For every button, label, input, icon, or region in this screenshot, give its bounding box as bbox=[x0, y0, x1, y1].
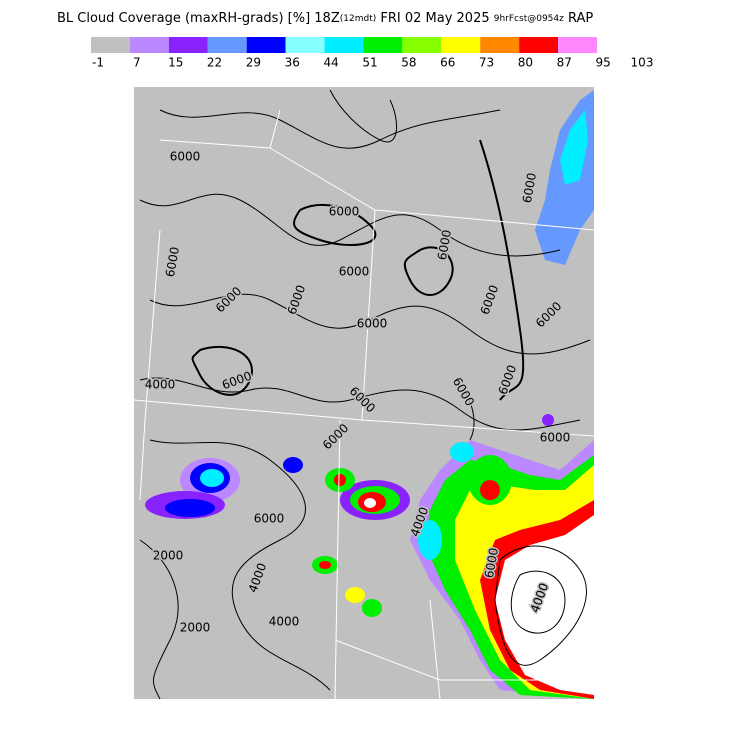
map: 6000 6000 6000 6000 6000 6000 6000 6000 6000 6000… bbox=[133, 87, 595, 700]
legend-swatch bbox=[285, 37, 325, 53]
legend-swatch bbox=[558, 37, 597, 53]
contour-label: 4000 bbox=[269, 615, 300, 629]
legend-swatch bbox=[402, 37, 442, 53]
contour-label: 6000 bbox=[254, 512, 285, 526]
legend-label: 22 bbox=[207, 56, 222, 70]
cloud-areas bbox=[145, 90, 594, 699]
title-part: 9hrFcst@0954z bbox=[494, 14, 564, 24]
contour-label: 6000 bbox=[482, 547, 501, 580]
title-part: BL Cloud Coverage (maxRH-grads) [%] 18Z bbox=[57, 11, 340, 26]
legend-label: 66 bbox=[440, 56, 455, 70]
legend-label: 87 bbox=[557, 56, 572, 70]
legend-label: 95 bbox=[596, 56, 611, 70]
contour-label: 6000 bbox=[435, 229, 454, 262]
title: BL Cloud Coverage (maxRH-grads) [%] 18Z(… bbox=[57, 11, 593, 26]
legend-label: -1 bbox=[92, 56, 104, 70]
legend-swatch bbox=[129, 37, 169, 53]
legend-label: 29 bbox=[246, 56, 261, 70]
legend-swatch bbox=[363, 37, 403, 53]
legend-swatch bbox=[480, 37, 520, 53]
contour-label: 6000 bbox=[170, 150, 201, 164]
contour-label: 6000 bbox=[357, 317, 388, 331]
contour-label: 2000 bbox=[180, 621, 211, 635]
legend-label: 15 bbox=[168, 56, 183, 70]
legend-label: 103 bbox=[631, 56, 654, 70]
legend-swatch bbox=[246, 37, 286, 53]
legend-label: 36 bbox=[285, 56, 300, 70]
legend-label: 51 bbox=[362, 56, 377, 70]
legend-swatch bbox=[519, 37, 559, 53]
title-part: FRI 02 May 2025 bbox=[376, 11, 494, 26]
legend-label: 58 bbox=[401, 56, 416, 70]
legend-swatch bbox=[324, 37, 364, 53]
legend-label: 44 bbox=[324, 56, 339, 70]
contour-label: 2000 bbox=[153, 549, 184, 563]
contour-label: 4000 bbox=[145, 378, 176, 392]
contour-label: 6000 bbox=[540, 431, 571, 445]
legend: -1 7 15 22 29 36 44 51 58 66 73 80 87 95 103 bbox=[91, 37, 653, 70]
legend-label: 73 bbox=[479, 56, 494, 70]
legend-label: 80 bbox=[518, 56, 533, 70]
contour-label: 6000 bbox=[163, 246, 182, 279]
legend-swatch bbox=[91, 37, 130, 53]
legend-swatch bbox=[168, 37, 208, 53]
legend-swatch bbox=[207, 37, 247, 53]
state-borders bbox=[133, 109, 595, 700]
legend-label: 7 bbox=[133, 56, 141, 70]
contour-label: 6000 bbox=[520, 172, 539, 205]
contours bbox=[139, 89, 591, 700]
title-part: (12mdt) bbox=[340, 14, 376, 24]
legend-swatch bbox=[441, 37, 481, 53]
title-text: BL Cloud Coverage (maxRH-grads) [%] 18Z(… bbox=[57, 11, 593, 26]
contour-label: 6000 bbox=[339, 265, 370, 279]
title-part: RAP bbox=[564, 11, 594, 26]
contour-label: 6000 bbox=[329, 205, 360, 219]
